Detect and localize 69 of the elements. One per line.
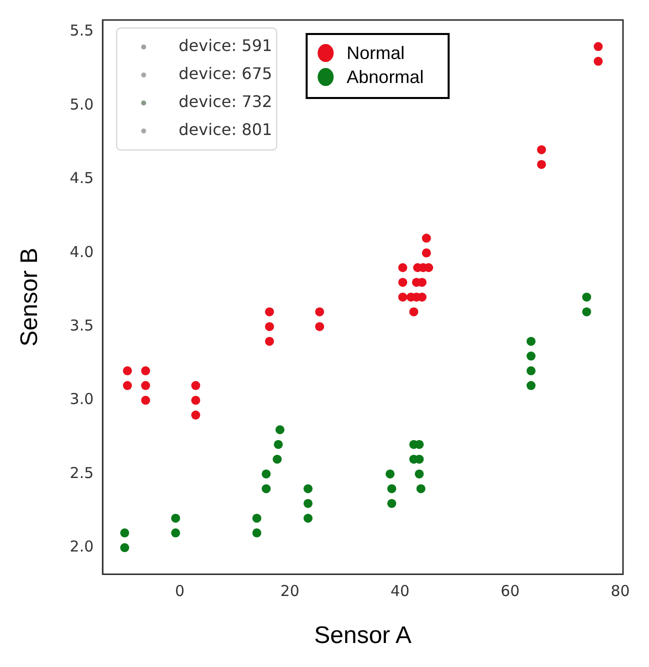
x-tick-label: 60	[500, 582, 520, 600]
point	[262, 484, 271, 494]
point	[272, 454, 282, 464]
point	[582, 292, 592, 302]
point	[264, 322, 274, 332]
point	[315, 322, 324, 332]
point	[262, 469, 271, 478]
y-tick-label: 5.0	[70, 95, 94, 114]
point	[422, 248, 431, 258]
point	[387, 498, 396, 508]
point	[398, 263, 408, 272]
point	[141, 396, 150, 405]
point	[526, 352, 536, 361]
point	[387, 484, 396, 494]
point	[398, 278, 408, 287]
point	[122, 366, 132, 376]
legend-label: device: 675	[178, 64, 272, 84]
point	[304, 498, 313, 508]
point	[141, 381, 150, 390]
point	[315, 307, 324, 316]
x-tick-label: 40	[390, 582, 410, 600]
y-tick-label: 2.0	[70, 538, 94, 556]
y-tick-label: 5.5	[70, 22, 94, 40]
point	[120, 528, 130, 538]
point	[582, 307, 592, 316]
point	[171, 514, 180, 523]
y-tick-label: 2.5	[70, 464, 94, 482]
point	[122, 381, 132, 390]
y-tick-label: 3.0	[70, 390, 94, 408]
x-axis-title: Sensor A	[314, 622, 412, 650]
point	[537, 145, 546, 154]
point	[409, 307, 418, 316]
point	[141, 366, 150, 376]
point	[594, 56, 603, 66]
point	[416, 484, 426, 494]
legend-label: Abnormal	[346, 66, 424, 87]
point	[252, 528, 262, 538]
point	[191, 396, 200, 405]
legend-label: device: 732	[178, 92, 272, 112]
x-tick-label: 80	[610, 582, 630, 600]
point	[526, 336, 536, 346]
point	[594, 42, 603, 52]
point	[264, 307, 274, 316]
x-tick-label: 20	[280, 582, 300, 600]
point	[275, 425, 284, 434]
point	[526, 381, 536, 390]
y-axis-title: Sensor B	[16, 248, 44, 346]
legend-label: device: 591	[178, 36, 272, 56]
point	[171, 528, 180, 538]
point	[274, 440, 283, 449]
legend-label: Normal	[346, 42, 405, 63]
point	[537, 160, 546, 169]
point	[191, 410, 200, 420]
y-tick-label: 3.5	[70, 316, 94, 334]
point	[304, 484, 313, 494]
x-tick-label: 0	[174, 582, 185, 600]
y-tick-label: 4.0	[70, 242, 94, 261]
point	[386, 469, 395, 478]
legend-label: device: 801	[178, 120, 272, 140]
point	[526, 366, 536, 376]
point	[414, 469, 424, 478]
point	[191, 381, 200, 390]
point	[422, 234, 431, 243]
point	[264, 336, 274, 346]
point	[120, 543, 130, 552]
point	[304, 514, 313, 523]
point	[398, 292, 408, 302]
point	[252, 514, 262, 523]
y-tick-label: 4.5	[70, 169, 94, 188]
